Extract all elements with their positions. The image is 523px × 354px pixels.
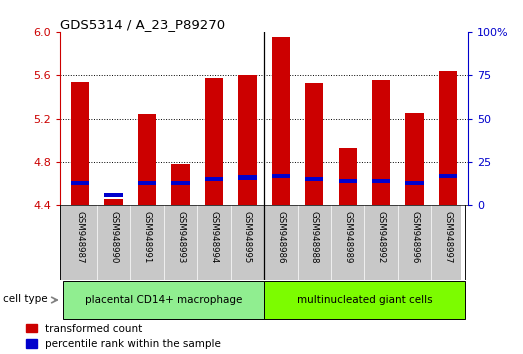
Bar — [205, 177, 223, 182]
Bar — [71, 181, 89, 185]
Text: cell type: cell type — [3, 294, 47, 304]
Bar — [264, 281, 465, 319]
Text: GSM948988: GSM948988 — [310, 211, 319, 264]
Bar — [271, 174, 290, 178]
Bar — [238, 175, 257, 180]
Bar — [138, 181, 156, 185]
Text: GSM948989: GSM948989 — [343, 211, 352, 264]
Bar — [372, 179, 390, 183]
Bar — [405, 113, 424, 205]
Bar — [271, 37, 290, 205]
Text: GSM948986: GSM948986 — [276, 211, 286, 264]
Bar — [338, 148, 357, 205]
Text: GSM948991: GSM948991 — [143, 211, 152, 264]
Bar — [172, 181, 190, 185]
Text: GSM948996: GSM948996 — [410, 211, 419, 264]
Text: GSM948990: GSM948990 — [109, 211, 118, 264]
Bar — [439, 71, 457, 205]
Bar — [439, 174, 457, 178]
Bar — [105, 199, 123, 205]
Bar — [63, 281, 264, 319]
Bar — [205, 79, 223, 205]
Text: GSM948995: GSM948995 — [243, 211, 252, 264]
Text: multinucleated giant cells: multinucleated giant cells — [297, 295, 432, 305]
Bar — [305, 177, 323, 182]
Text: GSM948997: GSM948997 — [444, 211, 452, 264]
Bar — [405, 181, 424, 185]
Bar — [238, 75, 257, 205]
Bar — [105, 193, 123, 197]
Bar — [71, 82, 89, 205]
Bar — [172, 164, 190, 205]
Text: GSM948993: GSM948993 — [176, 211, 185, 264]
Text: placental CD14+ macrophage: placental CD14+ macrophage — [85, 295, 243, 305]
Text: GSM948987: GSM948987 — [76, 211, 85, 264]
Text: GDS5314 / A_23_P89270: GDS5314 / A_23_P89270 — [60, 18, 225, 31]
Bar — [138, 114, 156, 205]
Legend: transformed count, percentile rank within the sample: transformed count, percentile rank withi… — [26, 324, 221, 349]
Bar — [338, 179, 357, 183]
Bar — [372, 80, 390, 205]
Text: GSM948994: GSM948994 — [209, 211, 219, 264]
Text: GSM948992: GSM948992 — [377, 211, 385, 264]
Bar — [305, 83, 323, 205]
